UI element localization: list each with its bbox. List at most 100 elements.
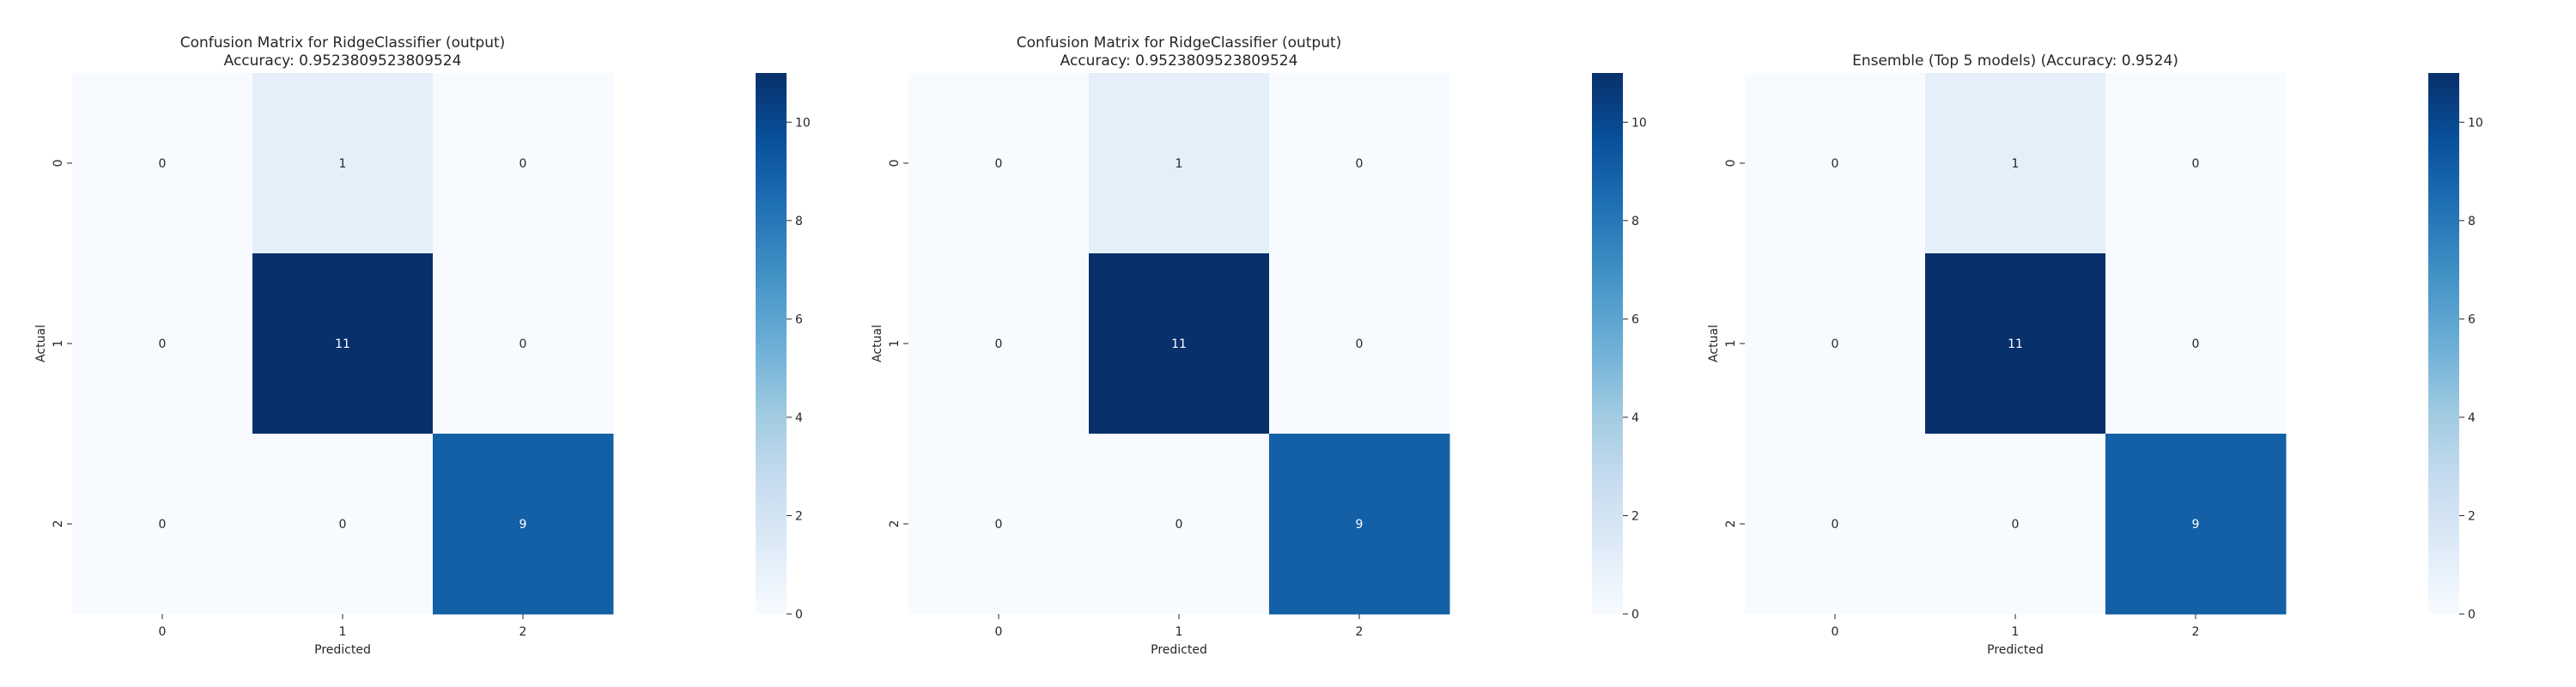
- colorbar-tick-label: 4: [1631, 411, 1639, 425]
- heatmap-cell: [1925, 434, 2106, 615]
- cell-value-label: 0: [2192, 337, 2200, 351]
- cell-value-label: 1: [2012, 157, 2020, 171]
- cell-value-label: 0: [1356, 337, 1364, 351]
- y-tick-label: 2: [52, 520, 65, 528]
- x-tick-label: 0: [995, 625, 1003, 639]
- heatmap-cell: [433, 253, 614, 435]
- x-tick-label: 2: [519, 625, 527, 639]
- heatmap-cell: [1089, 434, 1270, 615]
- y-tick-label: 1: [1724, 340, 1738, 348]
- y-tick-label: 1: [888, 340, 902, 348]
- x-tick-label: 1: [2012, 625, 2020, 639]
- colorbar-tick-label: 0: [795, 608, 803, 622]
- cell-value-label: 11: [335, 337, 350, 351]
- cell-value-label: 0: [2012, 518, 2020, 532]
- y-tick-label: 1: [52, 340, 65, 348]
- heatmap-cell: [908, 253, 1090, 435]
- heatmap-cell: [433, 73, 614, 254]
- cell-value-label: 11: [2008, 337, 2023, 351]
- cell-value-label: 0: [339, 518, 347, 532]
- heatmap-cell: [1745, 434, 1926, 615]
- y-tick-label: 2: [1724, 520, 1738, 528]
- heatmap-cell: [1269, 434, 1450, 615]
- heatmap-cell: [1089, 73, 1270, 254]
- y-tick-label: 2: [888, 520, 902, 528]
- x-tick-label: 0: [159, 625, 167, 639]
- heatmap-cell: [908, 434, 1090, 615]
- colorbar-tick-label: 10: [1631, 116, 1647, 130]
- heatmap-cell: [72, 253, 253, 435]
- cell-value-label: 0: [1832, 518, 1839, 532]
- heatmap-cell: [1925, 253, 2106, 435]
- y-tick-label: 0: [1724, 160, 1738, 167]
- colorbar-tick-label: 2: [1631, 509, 1639, 523]
- heatmap-cell: [72, 73, 253, 254]
- x-tick-label: 2: [2192, 625, 2200, 639]
- heatmap-cell: [908, 73, 1090, 254]
- y-tick-label: 0: [888, 160, 902, 167]
- y-axis-label: Actual: [34, 325, 48, 362]
- cell-value-label: 9: [2192, 518, 2200, 532]
- colorbar-tick-label: 10: [795, 116, 811, 130]
- heatmap-cell: [2105, 73, 2287, 254]
- cell-value-label: 1: [339, 157, 347, 171]
- heatmap-cell: [433, 434, 614, 615]
- colorbar-tick-label: 6: [2468, 313, 2476, 326]
- colorbar-tick-label: 8: [1631, 215, 1639, 228]
- x-tick-label: 1: [1176, 625, 1183, 639]
- chart-title: Confusion Matrix for RidgeClassifier (ou…: [1017, 34, 1342, 52]
- cell-value-label: 0: [519, 157, 527, 171]
- x-axis-label: Predicted: [314, 643, 371, 657]
- colorbar-tick-label: 8: [795, 215, 803, 228]
- heatmap-cell: [252, 73, 434, 254]
- heatmap-cell: [1925, 73, 2106, 254]
- cell-value-label: 0: [1832, 337, 1839, 351]
- colorbar-tick-label: 6: [795, 313, 803, 326]
- x-tick-label: 0: [1832, 625, 1839, 639]
- colorbar-tick-label: 6: [1631, 313, 1639, 326]
- cell-value-label: 0: [159, 337, 167, 351]
- colorbar-tick-label: 4: [2468, 411, 2476, 425]
- heatmap-cell: [1745, 253, 1926, 435]
- x-axis-label: Predicted: [1151, 643, 1207, 657]
- cell-value-label: 0: [519, 337, 527, 351]
- colorbar: [756, 73, 787, 614]
- cell-value-label: 0: [1356, 157, 1364, 171]
- colorbar-tick-label: 0: [2468, 608, 2476, 622]
- heatmap-cell: [2105, 434, 2287, 615]
- colorbar-tick-label: 2: [795, 509, 803, 523]
- heatmap-cell: [252, 253, 434, 435]
- chart-title: Ensemble (Top 5 models) (Accuracy: 0.952…: [1852, 52, 2178, 70]
- heatmap-cell: [1269, 73, 1450, 254]
- chart-title: Confusion Matrix for RidgeClassifier (ou…: [180, 34, 506, 52]
- x-tick-label: 1: [339, 625, 347, 639]
- y-tick-label: 0: [52, 160, 65, 167]
- colorbar-tick-label: 4: [795, 411, 803, 425]
- y-axis-label: Actual: [871, 325, 884, 362]
- cell-value-label: 11: [1171, 337, 1187, 351]
- cell-value-label: 0: [2192, 157, 2200, 171]
- heatmap-cell: [1269, 253, 1450, 435]
- colorbar-tick-label: 0: [1631, 608, 1639, 622]
- cell-value-label: 0: [995, 337, 1003, 351]
- cell-value-label: 0: [159, 157, 167, 171]
- chart-title: Accuracy: 0.9523809523809524: [1060, 52, 1298, 70]
- cell-value-label: 0: [159, 518, 167, 532]
- colorbar-tick-label: 8: [2468, 215, 2476, 228]
- x-tick-label: 2: [1356, 625, 1364, 639]
- heatmap-cell: [252, 434, 434, 615]
- cell-value-label: 0: [1832, 157, 1839, 171]
- cell-value-label: 9: [1356, 518, 1364, 532]
- heatmap-cell: [1089, 253, 1270, 435]
- x-axis-label: Predicted: [1987, 643, 2044, 657]
- cell-value-label: 0: [1176, 518, 1183, 532]
- cell-value-label: 1: [1176, 157, 1183, 171]
- colorbar-tick-label: 10: [2468, 116, 2483, 130]
- heatmap-cell: [2105, 253, 2287, 435]
- y-axis-label: Actual: [1707, 325, 1721, 362]
- cell-value-label: 0: [995, 518, 1003, 532]
